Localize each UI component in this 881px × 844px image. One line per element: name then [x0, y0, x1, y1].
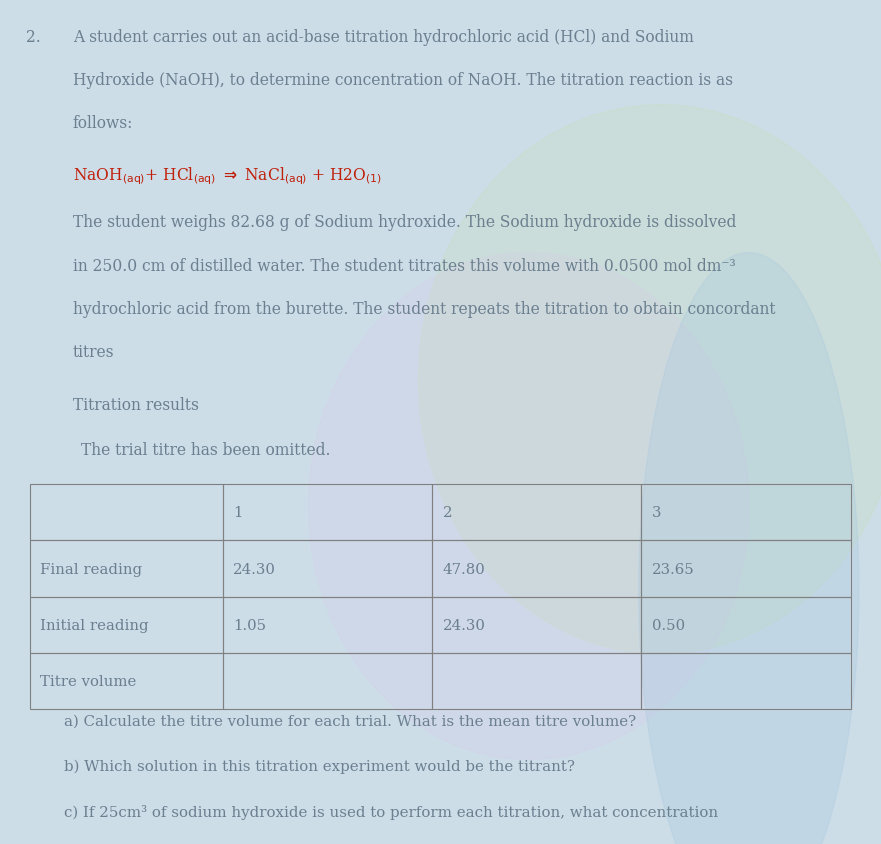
Bar	[433, 653, 641, 710]
Text: hydrochloric acid from the burette. The student repeats the titration to obtain : hydrochloric acid from the burette. The …	[72, 300, 775, 317]
Text: Final reading: Final reading	[41, 562, 143, 576]
Bar	[30, 484, 223, 541]
Text: titres: titres	[72, 344, 115, 360]
Bar	[30, 541, 223, 597]
Bar	[641, 597, 851, 653]
Ellipse shape	[308, 253, 749, 760]
Bar	[433, 484, 641, 541]
Text: A student carries out an acid-base titration hydrochloric acid (HCl) and Sodium: A student carries out an acid-base titra…	[72, 29, 693, 46]
Text: 0.50: 0.50	[652, 618, 685, 632]
Bar	[30, 653, 223, 710]
Bar	[223, 653, 433, 710]
Text: Initial reading: Initial reading	[41, 618, 149, 632]
Bar	[433, 541, 641, 597]
Ellipse shape	[639, 253, 859, 844]
Text: The student weighs 82.68 g of Sodium hydroxide. The Sodium hydroxide is dissolve: The student weighs 82.68 g of Sodium hyd…	[72, 214, 736, 231]
Bar	[223, 597, 433, 653]
Text: 24.30: 24.30	[233, 562, 276, 576]
Text: b) Which solution in this titration experiment would be the titrant?: b) Which solution in this titration expe…	[64, 759, 575, 773]
Text: 47.80: 47.80	[442, 562, 485, 576]
Bar	[30, 597, 223, 653]
Text: Titre volume: Titre volume	[41, 674, 137, 689]
Text: a) Calculate the titre volume for each trial. What is the mean titre volume?: a) Calculate the titre volume for each t…	[64, 714, 636, 728]
Bar	[641, 541, 851, 597]
Text: 24.30: 24.30	[442, 618, 485, 632]
Text: 23.65: 23.65	[652, 562, 694, 576]
Text: 3: 3	[652, 506, 661, 520]
Ellipse shape	[418, 106, 881, 654]
Text: NaOH$_{\sf(aq)}$+ HCl$_{\sf(aq)}$ $\bf\Rightarrow$ NaCl$_{\sf(aq)}$ + H2O$_{\sf(: NaOH$_{\sf(aq)}$+ HCl$_{\sf(aq)}$ $\bf\R…	[72, 165, 381, 187]
Bar	[641, 653, 851, 710]
Text: in 250.0 cm of distilled water. The student titrates this volume with 0.0500 mol: in 250.0 cm of distilled water. The stud…	[72, 257, 736, 274]
Text: Titration results: Titration results	[72, 396, 198, 414]
Text: 2.: 2.	[26, 29, 41, 46]
Text: 1: 1	[233, 506, 243, 520]
Bar	[223, 484, 433, 541]
Text: follows:: follows:	[72, 115, 133, 133]
Text: 2: 2	[442, 506, 452, 520]
Text: The trial titre has been omitted.: The trial titre has been omitted.	[81, 441, 330, 458]
Text: c) If 25cm³ of sodium hydroxide is used to perform each titration, what concentr: c) If 25cm³ of sodium hydroxide is used …	[64, 804, 718, 819]
Bar	[433, 597, 641, 653]
Text: Hydroxide (NaOH), to determine concentration of NaOH. The titration reaction is : Hydroxide (NaOH), to determine concentra…	[72, 72, 733, 89]
Bar	[223, 541, 433, 597]
Text: 1.05: 1.05	[233, 618, 266, 632]
Bar	[641, 484, 851, 541]
